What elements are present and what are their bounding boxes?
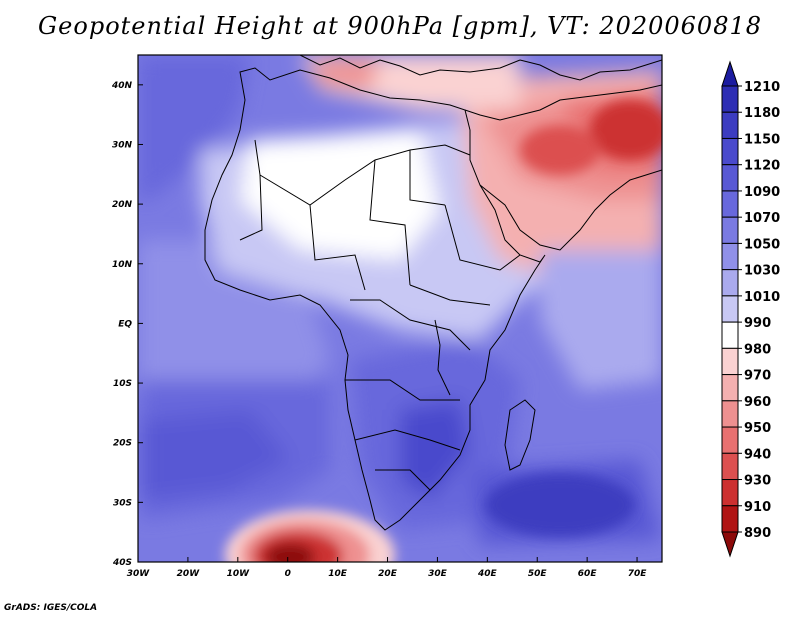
colorbar-label: 1180 — [744, 106, 780, 121]
colorbar-label: 930 — [744, 474, 771, 489]
middle-east-north-coast — [464, 84, 662, 121]
lon-tick-label: 20W — [177, 569, 201, 579]
colorbar-label: 960 — [744, 395, 771, 410]
lon-tick-label: 30E — [428, 569, 448, 579]
lat-tick-label: 30N — [112, 140, 133, 150]
colorbar-box — [721, 426, 739, 454]
colorbar-box — [721, 216, 739, 244]
map-frame — [137, 54, 663, 563]
north-atlantic-field — [138, 55, 250, 200]
lat-tick-label: EQ — [118, 319, 132, 329]
colorbar-label: 1050 — [744, 237, 780, 252]
lon-tick-label: 40E — [477, 569, 498, 579]
colorbar-box — [721, 374, 739, 402]
south-atlantic-high — [140, 410, 290, 500]
lat-tick-label: 30S — [113, 498, 132, 508]
lat-tick-label: 10N — [112, 260, 133, 270]
lat-tick-label: 20N — [112, 200, 133, 210]
colorbar-box — [721, 347, 739, 376]
colorbar-box — [721, 85, 739, 113]
colorbar-label: 910 — [744, 500, 771, 515]
colorbar-label: 1070 — [744, 211, 780, 226]
height-field — [138, 55, 662, 562]
colorbar-label: 980 — [744, 342, 771, 357]
rift-lakes — [434, 319, 451, 396]
colorbar-box — [721, 295, 739, 323]
colorbar-box — [721, 164, 739, 192]
colorbar-box — [721, 505, 739, 533]
iran-low-core — [590, 100, 662, 160]
colorbar-bottom-triangle — [721, 531, 739, 558]
lon-tick-label: 10W — [227, 569, 251, 579]
arabian-peninsula-coast — [479, 169, 662, 251]
colorbar-label: 1150 — [744, 132, 780, 147]
colorbar-box — [721, 111, 739, 139]
colorbar-box — [721, 242, 739, 271]
black-caspian-coast — [519, 59, 662, 81]
lat-tick-label: 20S — [113, 439, 132, 449]
north-africa-borders — [254, 139, 471, 206]
southern-africa-high — [400, 400, 470, 500]
lat-tick-label: 40S — [112, 558, 132, 568]
lat-ticks: 40N 30N 20N 10N EQ 10S 20S 30S 40S — [111, 81, 143, 568]
colorbar-box — [721, 400, 739, 428]
map-title: Geopotential Height at 900hPa [gpm], VT:… — [38, 12, 762, 40]
colorbar-label: 970 — [744, 369, 771, 384]
south-atlantic-low-center — [265, 543, 315, 562]
colorbar-label: 1010 — [744, 290, 780, 305]
coastlines — [204, 55, 662, 531]
southern-africa-borders — [354, 429, 461, 491]
colorbar-label: 1210 — [744, 80, 780, 95]
lat-tick-label: 10S — [113, 379, 132, 389]
lon-tick-label: 0 — [285, 569, 291, 579]
lon-tick-label: 70E — [628, 569, 648, 579]
colorbar-label: 990 — [744, 316, 771, 331]
colorbar-box — [721, 269, 739, 297]
colorbar-label: 950 — [744, 421, 771, 436]
arabia-low-core — [520, 125, 600, 175]
colorbar-box — [721, 452, 739, 481]
madagascar-coast — [504, 399, 536, 471]
lon-ticks: 30W 20W 10W 0 10E 20E 30E 40E 50E 60E 70E — [127, 557, 647, 579]
colorbar-label: 890 — [744, 526, 771, 541]
colorbar-box — [721, 479, 739, 507]
colorbar-label: 1120 — [744, 159, 780, 174]
lon-tick-label: 10E — [328, 569, 348, 579]
central-africa-borders — [345, 299, 471, 401]
colorbar-top-triangle — [721, 60, 739, 87]
europe-coast — [299, 55, 521, 76]
arabian-sea-field — [540, 250, 662, 390]
sahara-core — [240, 130, 440, 260]
lon-tick-label: 30W — [127, 569, 151, 579]
southwest-indian-ocean-high — [485, 473, 635, 537]
lon-tick-label: 20E — [378, 569, 398, 579]
colorbar-box — [721, 321, 739, 349]
colorbar: 1210 1180 1150 1120 1090 1070 1050 1030 1010 990 9… — [721, 60, 780, 558]
lat-tick-label: 40N — [111, 81, 133, 91]
grads-credit: GrADS: IGES/COLA — [4, 603, 98, 613]
colorbar-label: 940 — [744, 447, 771, 462]
east-africa-borders — [409, 204, 521, 306]
sahel-borders — [239, 150, 446, 291]
colorbar-box — [721, 190, 739, 218]
lon-tick-label: 60E — [578, 569, 598, 579]
africa-coastline — [204, 67, 546, 531]
lon-tick-label: 50E — [528, 569, 548, 579]
colorbar-box — [721, 137, 739, 166]
colorbar-label: 1090 — [744, 185, 780, 200]
colorbar-label: 1030 — [744, 264, 780, 279]
